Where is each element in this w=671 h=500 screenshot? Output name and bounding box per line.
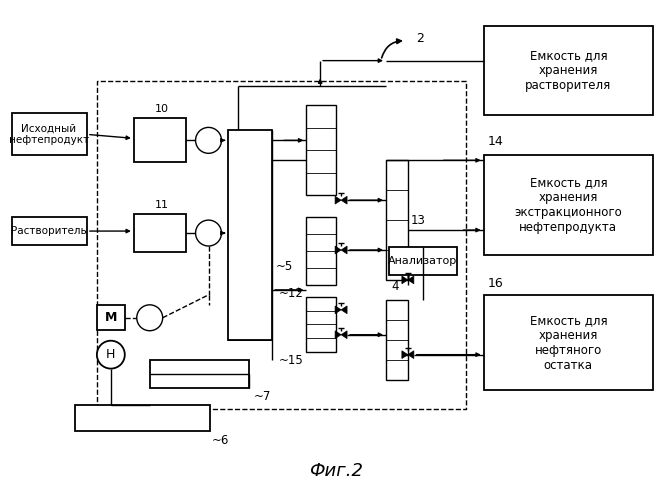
Bar <box>386 160 408 280</box>
Polygon shape <box>408 276 414 284</box>
Bar <box>228 130 272 340</box>
Text: 10: 10 <box>155 104 168 115</box>
Text: ~5: ~5 <box>275 260 293 273</box>
Polygon shape <box>341 246 347 254</box>
Text: Растворитель: Растворитель <box>11 226 87 236</box>
Bar <box>12 217 87 245</box>
Polygon shape <box>335 246 341 254</box>
Bar <box>386 300 408 380</box>
Bar <box>389 247 457 275</box>
Circle shape <box>195 128 221 154</box>
Text: ~12: ~12 <box>278 287 303 300</box>
Text: Исходный
нефтепродукт: Исходный нефтепродукт <box>9 124 89 145</box>
Polygon shape <box>335 196 341 204</box>
Bar <box>240 130 250 340</box>
Bar <box>228 130 240 340</box>
Bar <box>250 130 261 340</box>
Bar <box>134 118 186 162</box>
Text: ~7: ~7 <box>254 390 270 402</box>
Text: ~15: ~15 <box>278 354 303 366</box>
Polygon shape <box>335 306 341 314</box>
Text: M: M <box>105 312 117 324</box>
Polygon shape <box>341 331 347 338</box>
Bar <box>261 130 272 340</box>
Text: 14: 14 <box>488 136 503 148</box>
Text: ~6: ~6 <box>211 434 229 448</box>
Text: H: H <box>106 348 115 361</box>
Bar <box>150 360 250 388</box>
Polygon shape <box>408 351 414 358</box>
Bar <box>484 295 653 390</box>
Text: Анализатор: Анализатор <box>389 256 458 266</box>
Polygon shape <box>341 196 347 204</box>
Text: 11: 11 <box>155 200 168 210</box>
Bar <box>97 305 125 330</box>
Text: Емкость для
хранения
нефтяного
остатка: Емкость для хранения нефтяного остатка <box>529 314 607 372</box>
Text: Емкость для
хранения
растворителя: Емкость для хранения растворителя <box>525 49 611 92</box>
Polygon shape <box>335 331 341 338</box>
Bar <box>484 26 653 116</box>
Polygon shape <box>402 351 408 358</box>
Bar <box>12 114 87 156</box>
Text: Емкость для
хранения
экстракционного
нефтепродукта: Емкость для хранения экстракционного неф… <box>515 176 622 234</box>
Circle shape <box>195 220 221 246</box>
Text: 4: 4 <box>391 280 399 293</box>
Text: 13: 13 <box>411 214 425 226</box>
Polygon shape <box>341 306 347 314</box>
Bar <box>484 156 653 255</box>
Text: Фиг.2: Фиг.2 <box>309 462 363 480</box>
Text: 16: 16 <box>488 277 503 290</box>
Bar <box>306 217 336 285</box>
Bar <box>306 106 336 195</box>
Bar <box>306 297 336 352</box>
Circle shape <box>137 305 162 330</box>
Bar <box>134 214 186 252</box>
Circle shape <box>97 340 125 368</box>
Bar <box>75 406 209 431</box>
Text: 2: 2 <box>416 32 423 45</box>
Polygon shape <box>402 276 408 284</box>
FancyArrowPatch shape <box>382 39 401 58</box>
